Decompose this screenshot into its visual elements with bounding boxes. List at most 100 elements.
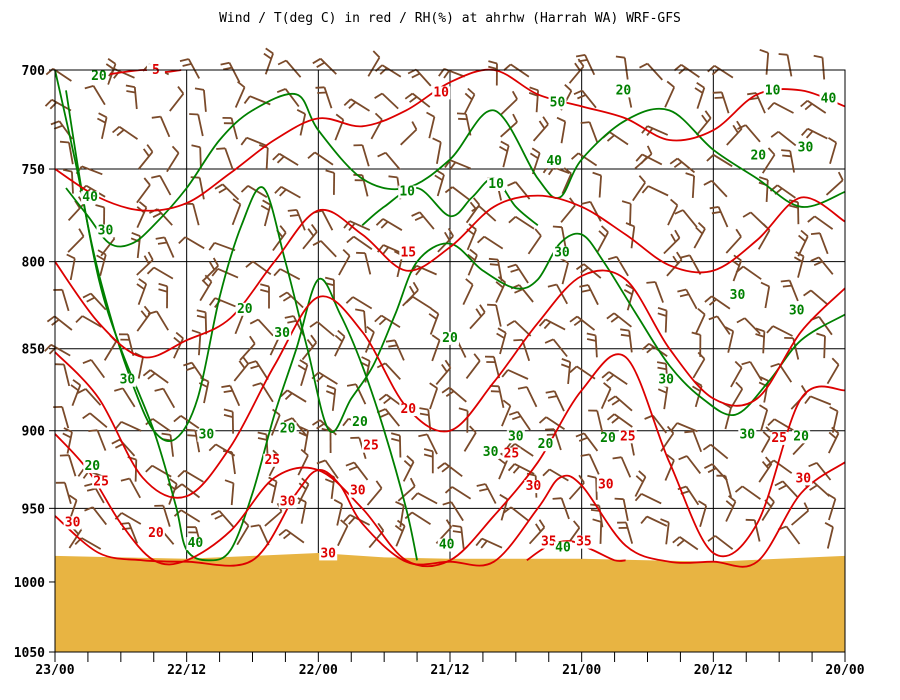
wind-barb-feather (199, 376, 209, 383)
wind-barb-staff (52, 67, 72, 82)
wind-barb-staff (353, 461, 369, 481)
wind-barb-feather (154, 387, 164, 392)
wind-barb-staff (180, 509, 201, 523)
wind-barb-feather (345, 296, 354, 304)
wind-barb-staff (629, 203, 632, 226)
wind-barb-feather (449, 161, 457, 171)
wind-barb-feather (375, 218, 384, 226)
wind-barb-staff (581, 90, 597, 109)
wind-barb-staff (173, 337, 184, 359)
wind-barb-feather (279, 188, 287, 197)
wind-barb-staff (323, 87, 333, 109)
wind-barb-feather (666, 453, 675, 462)
wind-barb-feather (578, 474, 585, 484)
wind-barb-feather (503, 506, 512, 514)
wind-barb-feather (232, 198, 241, 206)
wind-barb-feather (306, 338, 314, 348)
wind-barb-feather (260, 283, 270, 288)
wind-barb-feather (214, 514, 224, 520)
wind-barb-staff (463, 94, 476, 115)
wind-barb-staff (720, 92, 730, 114)
wind-barb-feather (638, 175, 646, 184)
temperature-isotherm-5 (109, 69, 182, 75)
contour-label-bg (146, 64, 165, 78)
wind-barb-feather (676, 251, 683, 261)
wind-barb-staff (478, 205, 497, 222)
wind-barb-feather (702, 443, 712, 451)
contour-label-bg (89, 70, 108, 84)
wind-barb-feather (272, 153, 280, 161)
wind-barb-staff (224, 147, 234, 170)
contour-label: 25 (264, 453, 280, 468)
contour-label: 40 (188, 536, 204, 551)
wind-barb-feather (411, 211, 421, 217)
wind-barb-feather (697, 351, 706, 360)
wind-barb-feather (678, 455, 688, 461)
wind-barb-staff (465, 360, 481, 379)
wind-barb-feather (469, 248, 478, 256)
wind-barb-staff (773, 418, 794, 432)
contour-label-bg (536, 438, 555, 452)
wind-barb-staff (646, 515, 668, 527)
wind-barb-staff (137, 151, 154, 170)
wind-barb-staff (233, 363, 249, 382)
wind-barb-feather (406, 455, 415, 463)
wind-barb-feather (703, 179, 713, 186)
contour-label: 30 (598, 478, 614, 493)
wind-barb-staff (264, 510, 283, 527)
wind-barb-staff (270, 414, 281, 436)
wind-barb-feather (146, 144, 154, 153)
y-axis-ticks: 700 750 800 850 900 950 1000 1050 (14, 64, 55, 661)
wind-barb-staff (299, 113, 307, 136)
wind-barb-feather (778, 53, 788, 56)
wind-barb-feather (657, 366, 667, 371)
y-tick-label: 900 (22, 425, 46, 440)
wind-barb-staff (137, 283, 148, 306)
wind-barb-feather (828, 431, 837, 439)
wind-barb-feather (497, 457, 507, 465)
wind-barb-feather (621, 200, 631, 205)
contour-label-bg (596, 478, 615, 492)
wind-barb-staff (614, 395, 633, 412)
wind-barb-feather (223, 389, 233, 393)
contour-label-bg (787, 304, 806, 318)
wind-barb-feather (467, 253, 476, 261)
rh-contour-20 (54, 69, 418, 562)
wind-barb-staff (363, 310, 367, 333)
wind-barb-staff (663, 387, 669, 410)
wind-barb-feather (646, 145, 653, 155)
wind-barb-feather (612, 456, 622, 460)
temperature-isotherm-15 (54, 194, 846, 359)
wind-barb-feather (445, 390, 455, 398)
wind-barb-feather (59, 140, 70, 144)
wind-barb-feather (121, 527, 132, 531)
wind-barb-staff (152, 418, 172, 433)
wind-barb-feather (238, 360, 246, 369)
wind-barb-feather (395, 500, 405, 507)
wind-barb-staff (500, 98, 518, 116)
wind-barb-feather (680, 254, 691, 259)
wind-barb-feather (284, 392, 293, 401)
wind-barb-staff (320, 240, 337, 258)
wind-barb-feather (704, 110, 712, 119)
wind-barb-staff (685, 486, 700, 506)
wind-barb-staff (319, 58, 337, 75)
wind-barb-staff (829, 142, 838, 164)
wind-barb-staff (96, 429, 107, 451)
wind-barb-staff (249, 95, 271, 106)
wind-barb-feather (552, 225, 562, 229)
wind-barb-feather (84, 482, 94, 487)
wind-barb-feather (257, 431, 267, 436)
contour-label: 15 (400, 245, 416, 260)
wind-barb-staff (647, 185, 669, 197)
wind-barb-staff (449, 159, 472, 170)
wind-barb-staff (324, 459, 339, 479)
wind-barb-feather (307, 151, 316, 159)
wind-barb-staff (561, 227, 567, 250)
wind-barb-feather (507, 263, 517, 269)
wind-barb-staff (230, 483, 235, 506)
wind-barb-feather (208, 297, 216, 306)
contour-label-bg (432, 86, 451, 100)
wind-barb-feather (348, 465, 358, 471)
wind-barb-feather (131, 231, 141, 237)
